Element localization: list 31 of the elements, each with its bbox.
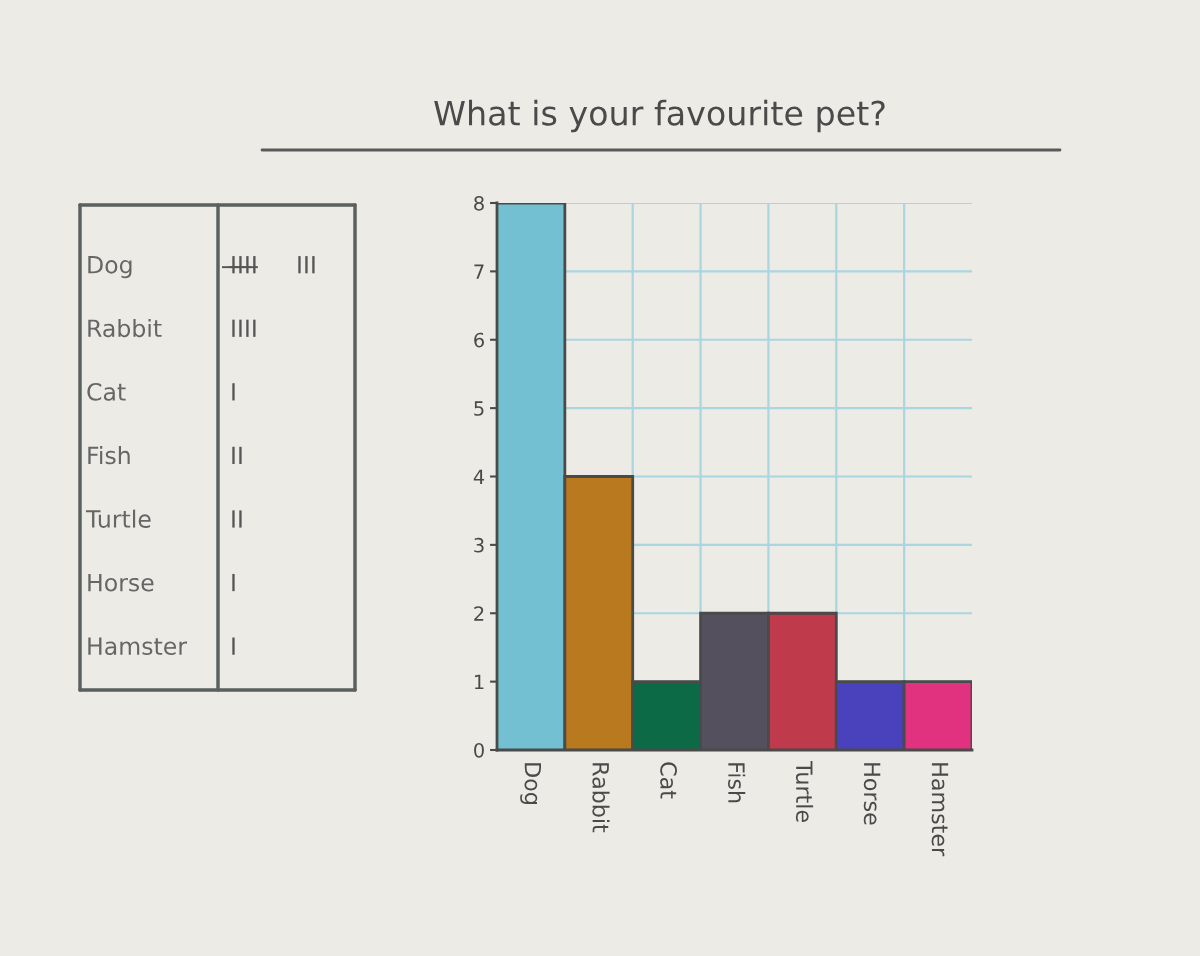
category-label: Rabbit — [88, 318, 162, 338]
y-tick-label: 4 — [473, 469, 485, 484]
text: I — [232, 383, 235, 401]
category-label: Fish — [88, 446, 130, 465]
x-tick-label: Rabbit — [592, 763, 610, 833]
y-tick-label: 0 — [474, 742, 484, 758]
text: II — [232, 446, 242, 465]
text: I̶I̶I̶I̶ III — [221, 256, 315, 274]
category-label: Dog — [88, 256, 132, 279]
y-tick-label: 7 — [474, 264, 484, 279]
text: IIII — [232, 319, 256, 337]
text: I — [232, 637, 235, 655]
x-tick-label: Horse — [863, 763, 881, 825]
text: II — [232, 510, 242, 528]
y-tick-label: 5 — [474, 401, 484, 416]
category-label: Horse — [88, 573, 154, 592]
x-tick-label: Dog — [520, 763, 541, 804]
y-tick-label: 3 — [474, 537, 484, 553]
y-tick-label: 1 — [474, 674, 484, 690]
category-label: Turtle — [85, 509, 151, 528]
text: I — [232, 573, 235, 592]
x-tick-label: Turtle — [795, 761, 814, 822]
y-tick-label: 6 — [474, 332, 484, 348]
x-tick-label: Fish — [728, 763, 746, 803]
x-tick-label: Hamster — [931, 763, 949, 857]
category-label: Cat — [87, 382, 126, 401]
y-tick-label: 8 — [474, 195, 484, 211]
chart-title: What is your favourite pet? — [434, 99, 885, 133]
y-tick-label: 2 — [474, 606, 484, 621]
category-label: Hamster — [88, 637, 188, 656]
x-tick-label: Cat — [660, 762, 677, 799]
